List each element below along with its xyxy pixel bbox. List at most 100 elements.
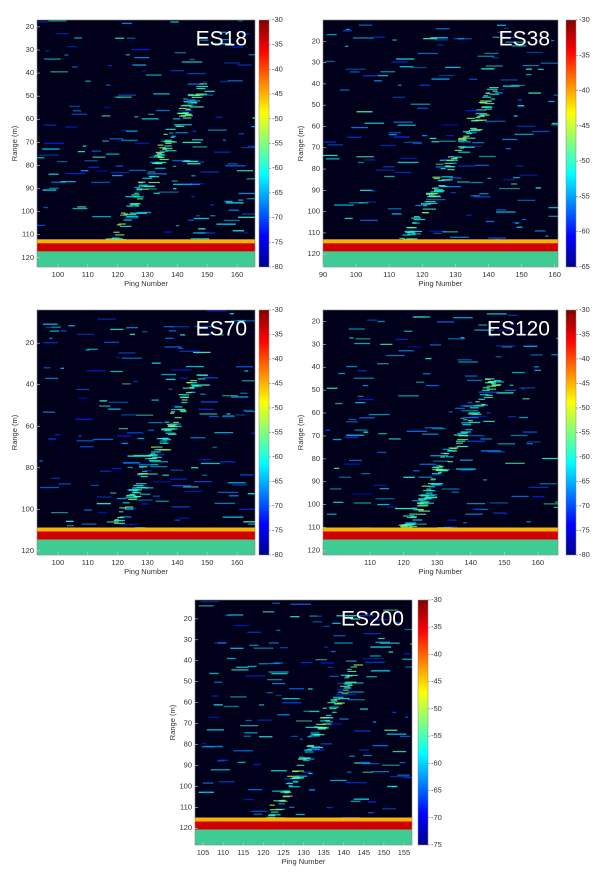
y-tick-label: 110 [308,228,320,237]
echo-streak [190,384,210,386]
panel-title: ES200 [341,608,404,631]
echo-streak [178,347,184,349]
school-streak [469,407,479,409]
bottom-band [195,817,412,823]
school-streak [445,165,456,168]
school-streak [125,214,137,216]
echo-streak [251,125,255,128]
echo-streak [178,109,193,112]
school-streak [271,811,279,813]
school-streak [461,422,472,424]
echo-streak [124,507,137,509]
school-streak [163,133,168,135]
school-streak [333,698,341,700]
echo-streak [386,733,407,735]
school-streak [450,448,457,450]
echo-streak [354,762,371,764]
echo-streak [503,512,509,515]
school-streak [156,438,167,440]
school-streak [159,442,167,444]
school-streak [128,489,140,491]
echo-streak [404,141,422,144]
echo-streak [496,329,518,331]
echo-streak [399,761,406,764]
school-streak [462,139,468,141]
echo-streak [40,486,60,489]
school-streak [462,424,472,426]
echo-streak [42,148,60,150]
echo-streak [370,646,392,648]
school-streak [468,412,481,414]
echo-streak [333,501,344,504]
school-streak [447,461,453,463]
y-tick-label: 110 [180,802,192,811]
y-tick-label: 30 [26,45,34,54]
echo-streak [105,153,120,155]
echo-streak [68,325,75,327]
school-streak [468,129,481,132]
echo-streak [212,695,219,697]
echo-streak [104,106,111,109]
echo-streak [189,106,204,108]
y-axis-label: Range (m) [10,414,19,450]
echo-streak [496,209,506,211]
echo-streak [526,443,533,445]
x-tick-label: 130 [431,558,444,567]
echo-streak [209,672,219,675]
school-streak [156,153,164,156]
echo-streak [272,602,281,604]
colorbar-tick-label: -50 [579,156,590,165]
echo-streak [60,330,67,332]
echo-streak [165,378,176,381]
echo-streak [465,513,483,515]
school-streak [438,465,444,467]
colorbar-tick-label: -70 [431,813,442,822]
school-streak [432,176,441,178]
colorbar-tick-label: -45 [579,378,590,387]
echo-streak [214,681,223,683]
school-streak [192,385,202,388]
echo-streak [383,609,399,611]
echo-streak [393,622,401,624]
echo-streak [248,145,255,147]
echo-streak [215,116,223,118]
school-streak [406,516,417,519]
echo-streak [271,673,288,675]
echo-streak [188,219,195,221]
echo-streak [168,330,176,332]
school-streak [485,102,495,105]
echo-streak [116,435,131,437]
echo-streak [379,642,400,644]
y-tick-label: 20 [312,36,320,45]
school-streak [431,473,441,475]
school-streak [426,496,438,498]
echo-streak [134,116,139,118]
echo-streak [147,173,167,175]
echo-streak [511,45,527,47]
echo-streak [363,431,369,433]
echo-streak [326,513,337,515]
school-streak [134,186,141,189]
school-streak [138,472,148,475]
echo-streak [347,699,365,701]
y-tick-label: 90 [312,185,320,194]
echo-streak [81,523,97,525]
echo-streak [114,37,125,39]
school-streak [120,214,128,216]
echo-streak [511,183,518,185]
echo-streak [370,670,391,672]
echo-streak [145,74,162,76]
echo-streak [117,497,126,500]
echo-streak [377,320,385,323]
school-streak [434,191,444,193]
school-streak [180,105,192,107]
echo-streak [479,193,489,195]
school-streak [475,401,480,403]
bottom-glow [323,250,558,267]
school-streak [139,466,144,468]
echo-streak [37,21,49,23]
school-streak [157,144,164,146]
x-tick-label: 150 [498,558,511,567]
echo-streak [150,461,169,463]
